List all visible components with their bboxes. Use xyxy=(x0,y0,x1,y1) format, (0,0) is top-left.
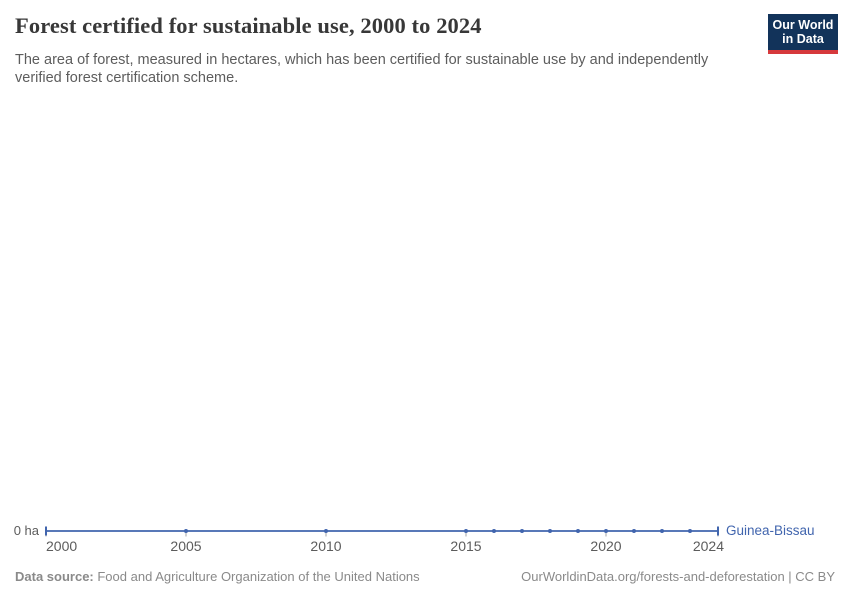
attribution-link[interactable]: OurWorldinData.org/forests-and-deforesta… xyxy=(521,569,835,584)
chart-footer: Data source: Food and Agriculture Organi… xyxy=(15,569,835,584)
series-point xyxy=(604,529,608,533)
owid-logo: Our World in Data xyxy=(768,14,838,54)
chart-subtitle: The area of forest, measured in hectares… xyxy=(15,52,709,86)
x-tick-label: 2000 xyxy=(46,538,78,554)
series-point xyxy=(184,529,188,533)
data-source-label: Data source: xyxy=(15,569,94,584)
series-point xyxy=(492,529,496,533)
x-tick-label: 2015 xyxy=(450,538,482,554)
series-point xyxy=(548,529,552,533)
series-point xyxy=(576,529,580,533)
y-axis-zero-label: 0 ha xyxy=(13,523,39,538)
x-tick-label: 2020 xyxy=(590,538,622,554)
series-point xyxy=(464,529,468,533)
data-source-text: Food and Agriculture Organization of the… xyxy=(93,569,420,584)
series-label-guinea-bissau[interactable]: Guinea-Bissau xyxy=(726,523,815,538)
data-source-note: Data source: Food and Agriculture Organi… xyxy=(15,569,420,584)
series-point xyxy=(660,529,664,533)
series-point xyxy=(520,529,524,533)
logo-text-line2: in Data xyxy=(782,32,824,46)
x-tick-label: 2005 xyxy=(170,538,202,554)
x-tick-label: 2024 xyxy=(692,538,724,554)
logo-text-line1: Our World xyxy=(772,18,834,32)
series-point xyxy=(632,529,636,533)
page-title: Forest certified for sustainable use, 20… xyxy=(15,13,482,38)
series-point xyxy=(688,529,692,533)
series-point xyxy=(324,529,328,533)
x-tick-label: 2010 xyxy=(310,538,342,554)
